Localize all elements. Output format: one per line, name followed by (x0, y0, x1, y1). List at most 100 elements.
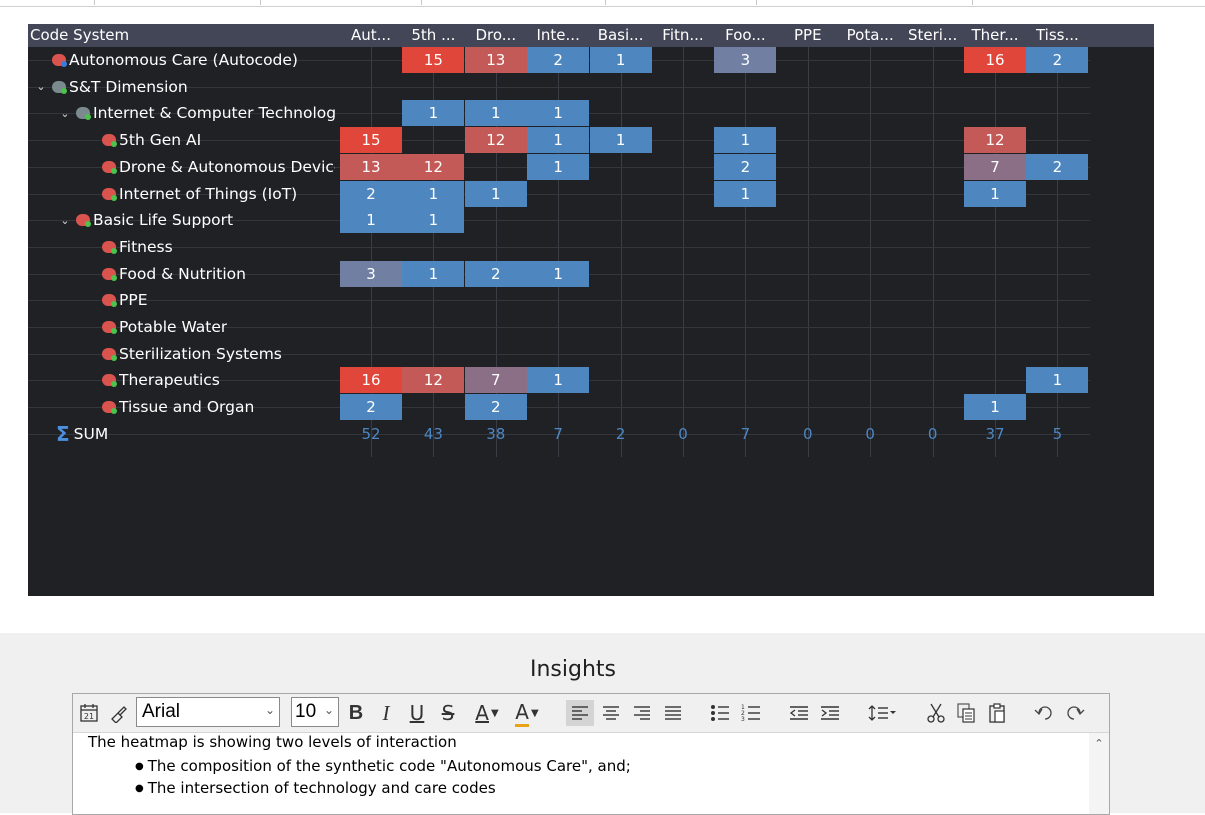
column-header[interactable]: Fitn... (662, 26, 704, 44)
column-header[interactable]: Basi... (597, 26, 644, 44)
top-tab[interactable] (422, 0, 606, 5)
heatmap-cell[interactable]: 7 (464, 367, 527, 394)
rich-text-editor[interactable]: 21 Arial ⌄ 10 ⌄ B I U S A ▼ A ▼ (72, 693, 1110, 815)
heatmap-cell[interactable]: 12 (464, 127, 527, 154)
column-header[interactable]: Tiss... (1035, 26, 1079, 44)
heatmap-cell[interactable]: 15 (402, 47, 465, 73)
top-tab[interactable] (757, 0, 973, 5)
top-tab[interactable] (606, 0, 757, 5)
top-tab[interactable] (95, 0, 261, 5)
heatmap-cell[interactable]: 2 (464, 260, 527, 287)
top-tab[interactable] (0, 0, 95, 5)
heatmap-cell[interactable]: 2 (527, 47, 590, 73)
top-tab[interactable] (261, 0, 422, 5)
heatmap-cell[interactable]: 12 (402, 367, 465, 394)
heatmap-cell[interactable]: 1 (402, 260, 465, 287)
heatmap-cell[interactable]: 1 (589, 127, 652, 154)
clear-format-icon[interactable] (106, 700, 130, 726)
font-color-button[interactable]: A ▼ (475, 701, 499, 725)
column-header[interactable]: Aut... (351, 26, 391, 44)
heatmap-cell[interactable]: 2 (464, 394, 527, 421)
code-label[interactable]: ⌄ Basic Life Support (58, 207, 233, 233)
code-label[interactable]: Internet of Things (IoT) (84, 181, 297, 207)
heatmap-cell[interactable]: 1 (464, 100, 527, 127)
underline-button[interactable]: U (409, 701, 425, 725)
code-label[interactable]: Therapeutics (84, 367, 220, 393)
bullet-list-icon[interactable] (707, 700, 733, 726)
heatmap-cell[interactable]: 1 (527, 127, 590, 154)
font-family-select[interactable]: Arial ⌄ (136, 697, 280, 727)
chevron-down-icon[interactable]: ⌄ (60, 106, 70, 120)
heatmap-cell[interactable]: 12 (964, 127, 1026, 154)
font-size-select[interactable]: 10 ⌄ (291, 697, 339, 727)
heatmap-cell[interactable]: 1 (527, 100, 590, 127)
heatmap-cell[interactable]: 2 (340, 394, 402, 421)
heatmap-cell[interactable]: 13 (464, 47, 527, 73)
code-label[interactable]: Food & Nutrition (84, 261, 246, 287)
align-center-icon[interactable] (598, 700, 624, 726)
chevron-down-icon[interactable]: ⌄ (60, 213, 70, 227)
heatmap-cell[interactable]: 1 (714, 180, 777, 207)
line-spacing-icon[interactable] (864, 700, 900, 726)
bold-button[interactable]: B (348, 701, 364, 724)
column-header[interactable]: Inte... (536, 26, 580, 44)
heatmap-cell[interactable]: 16 (964, 47, 1026, 73)
indent-icon[interactable] (817, 700, 843, 726)
heatmap-cell[interactable]: 2 (1026, 153, 1089, 180)
heatmap-cell[interactable]: 3 (714, 47, 777, 73)
heatmap-cell[interactable]: 16 (340, 367, 402, 394)
redo-icon[interactable] (1062, 700, 1088, 726)
code-label[interactable]: Drone & Autonomous Device (84, 154, 335, 180)
heatmap-cell[interactable]: 1 (964, 394, 1026, 421)
editor-scrollbar[interactable] (1089, 733, 1109, 814)
column-header[interactable]: Foo... (725, 26, 766, 44)
heatmap-cell[interactable]: 1 (964, 180, 1026, 207)
heatmap-cell[interactable]: 1 (1026, 367, 1089, 394)
heatmap-cell[interactable]: 1 (402, 207, 465, 234)
scroll-up-icon[interactable]: ⌃ (1094, 736, 1104, 750)
undo-icon[interactable] (1031, 700, 1057, 726)
cut-icon[interactable] (923, 700, 949, 726)
highlight-color-button[interactable]: A ▼ (509, 700, 545, 727)
strikethrough-button[interactable]: S (441, 701, 455, 725)
heatmap-cell[interactable]: 1 (714, 127, 777, 154)
code-label[interactable]: ⌄ S&T Dimension (34, 74, 187, 100)
chevron-down-icon[interactable]: ⌄ (36, 80, 46, 94)
insert-date-icon[interactable]: 21 (77, 700, 101, 726)
heatmap-cell[interactable]: 1 (340, 207, 402, 234)
code-label[interactable]: Sterilization Systems (84, 341, 282, 367)
code-label[interactable]: 5th Gen AI (84, 127, 201, 153)
copy-icon[interactable] (953, 700, 979, 726)
align-justify-icon[interactable] (660, 700, 686, 726)
code-label[interactable]: Fitness (84, 234, 173, 260)
column-header[interactable]: Ther... (971, 26, 1019, 44)
heatmap-cell[interactable]: 7 (964, 153, 1026, 180)
code-system-header[interactable]: Code System (30, 26, 130, 44)
align-left-icon[interactable] (566, 700, 594, 726)
editor-content[interactable]: The heatmap is showing two levels of int… (73, 733, 1089, 814)
heatmap-cell[interactable]: 13 (340, 153, 402, 180)
column-header[interactable]: PPE (794, 26, 822, 44)
code-label[interactable]: ⌄ Internet & Computer Technologi (58, 100, 335, 126)
heatmap-cell[interactable]: 1 (402, 100, 465, 127)
paste-icon[interactable] (984, 700, 1010, 726)
heatmap-cell[interactable]: 1 (527, 367, 590, 394)
heatmap-cell[interactable]: 1 (589, 47, 652, 73)
outdent-icon[interactable] (786, 700, 812, 726)
heatmap-cell[interactable]: 1 (527, 260, 590, 287)
heatmap-cell[interactable]: 3 (340, 260, 402, 287)
heatmap-cell[interactable]: 1 (402, 180, 465, 207)
heatmap-cell[interactable]: 1 (464, 180, 527, 207)
code-label[interactable]: Potable Water (84, 314, 227, 340)
heatmap-cell[interactable]: 2 (1026, 47, 1089, 73)
code-label[interactable]: PPE (84, 287, 148, 313)
italic-button[interactable]: I (382, 700, 390, 725)
column-header[interactable]: 5th ... (411, 26, 456, 44)
heatmap-cell[interactable]: 2 (340, 180, 402, 207)
heatmap-cell[interactable]: 1 (527, 153, 590, 180)
heatmap-cell[interactable]: 2 (714, 153, 777, 180)
column-header[interactable]: Steri... (907, 26, 958, 44)
align-right-icon[interactable] (629, 700, 655, 726)
code-label[interactable]: Autonomous Care (Autocode) (34, 47, 298, 73)
